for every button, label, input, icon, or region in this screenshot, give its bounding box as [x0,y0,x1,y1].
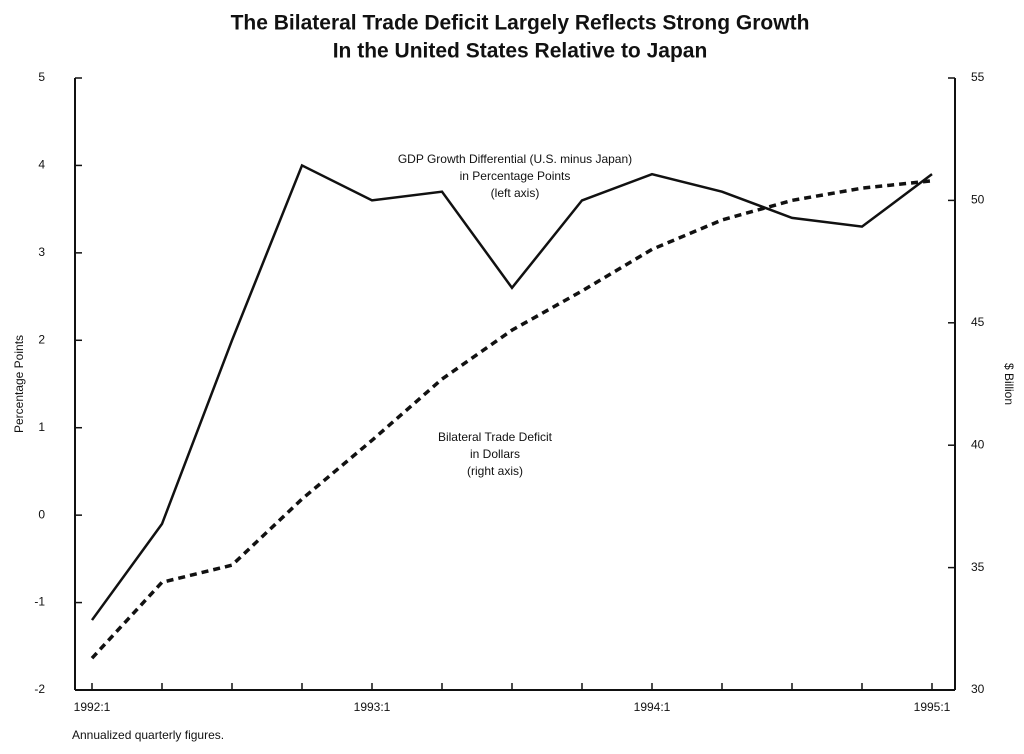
y2-tick-label: 50 [971,193,985,207]
x-tick-label: 1994:1 [634,700,671,714]
y-tick-label: 5 [38,70,45,84]
y2-tick-label: 55 [971,70,985,84]
chart-title: The Bilateral Trade Deficit Largely Refl… [231,12,810,35]
y2-axis-label: $ Billion [1002,363,1016,405]
y-tick-label: 3 [38,245,45,259]
y-axis-label: Percentage Points [12,335,26,433]
y-tick-label: 1 [38,420,45,434]
y-tick-label: -1 [34,595,45,609]
x-tick-label: 1995:1 [914,700,951,714]
y2-tick-label: 40 [971,437,985,451]
y2-tick-label: 35 [971,560,985,574]
x-tick-label: 1993:1 [354,700,391,714]
annotation: Bilateral Trade Deficit [438,430,553,444]
y-tick-label: 2 [38,332,45,346]
annotation: in Dollars [470,447,520,461]
y2-tick-label: 45 [971,315,985,329]
annotation: GDP Growth Differential (U.S. minus Japa… [398,152,632,166]
x-tick-label: 1992:1 [74,700,111,714]
line-series [90,179,933,660]
y2-tick-label: 30 [971,682,985,696]
chart-title: In the United States Relative to Japan [333,40,708,63]
footnote: Annualized quarterly figures. [72,728,224,742]
annotation: (left axis) [491,186,540,200]
y-tick-label: -2 [34,682,45,696]
y-tick-label: 0 [38,507,45,521]
annotation: (right axis) [467,464,523,478]
line-series [90,163,933,621]
annotation: in Percentage Points [460,169,571,183]
y-tick-label: 4 [38,158,45,172]
